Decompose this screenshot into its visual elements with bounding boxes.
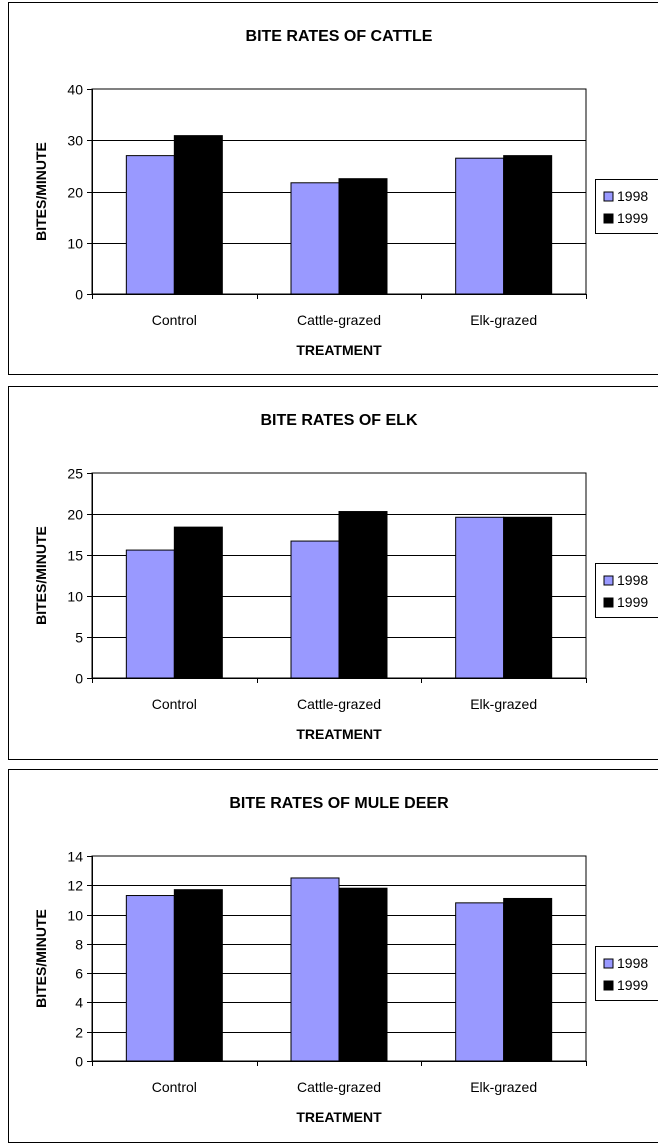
legend-label-1999: 1999 <box>617 594 648 610</box>
chart-title: BITE RATES OF MULE DEER <box>229 795 449 812</box>
legend-label-1998: 1998 <box>617 188 648 204</box>
y-tick-label: 10 <box>67 908 83 924</box>
bar-elk-grazed-1998 <box>456 158 504 294</box>
y-tick-label: 25 <box>67 466 83 482</box>
bar-cattle-grazed-1998 <box>291 541 339 678</box>
y-tick-label: 0 <box>75 287 83 303</box>
y-tick-label: 6 <box>75 966 83 982</box>
y-axis-label: BITES/MINUTE <box>33 526 49 625</box>
y-tick-label: 4 <box>75 995 83 1011</box>
legend-label-1998: 1998 <box>617 955 648 971</box>
legend-swatch-1999 <box>604 981 613 990</box>
y-tick-label: 40 <box>67 82 83 98</box>
y-axis-label: BITES/MINUTE <box>33 142 49 241</box>
legend-label-1999: 1999 <box>617 210 648 226</box>
x-tick-label: Control <box>152 312 197 328</box>
bar-elk-grazed-1999 <box>504 517 552 678</box>
bar-cattle-grazed-1999 <box>339 179 387 294</box>
bar-cattle-grazed-1999 <box>339 888 387 1061</box>
x-tick-label: Elk-grazed <box>470 696 537 712</box>
chart-svg: BITE RATES OF ELK BITES/MINUTE TREATMENT… <box>9 387 658 761</box>
bars <box>126 512 551 678</box>
y-axis-label: BITES/MINUTE <box>33 909 49 1008</box>
legend-label-1999: 1999 <box>617 977 648 993</box>
bar-control-1998 <box>126 550 174 678</box>
bar-elk-grazed-1999 <box>504 156 552 294</box>
y-tick-label: 20 <box>67 185 83 201</box>
x-tick-label: Cattle-grazed <box>297 1079 381 1095</box>
x-tick-label: Elk-grazed <box>470 1079 537 1095</box>
x-tick-label: Cattle-grazed <box>297 312 381 328</box>
bar-elk-grazed-1999 <box>504 898 552 1061</box>
chart-title: BITE RATES OF CATTLE <box>246 28 433 45</box>
y-tick-label: 10 <box>67 236 83 252</box>
y-tick-label: 8 <box>75 937 83 953</box>
x-tick-label: Control <box>152 696 197 712</box>
bar-control-1999 <box>174 527 222 678</box>
x-axis-label: TREATMENT <box>296 342 382 358</box>
chart-panel-elk: BITE RATES OF ELK BITES/MINUTE TREATMENT… <box>8 386 658 760</box>
bar-control-1999 <box>174 136 222 294</box>
y-tick-label: 20 <box>67 507 83 523</box>
legend-swatch-1998 <box>604 192 613 201</box>
x-tick-label: Control <box>152 1079 197 1095</box>
y-tick-label: 15 <box>67 548 83 564</box>
bars <box>126 878 551 1061</box>
y-tick-label: 2 <box>75 1025 83 1041</box>
y-tick-label: 0 <box>75 671 83 687</box>
bar-control-1998 <box>126 156 174 294</box>
chart-svg: BITE RATES OF CATTLE BITES/MINUTE TREATM… <box>9 3 658 377</box>
x-tick-label: Cattle-grazed <box>297 696 381 712</box>
chart-panel-cattle: BITE RATES OF CATTLE BITES/MINUTE TREATM… <box>8 2 658 375</box>
legend-swatch-1999 <box>604 214 613 223</box>
legend-label-1998: 1998 <box>617 572 648 588</box>
bar-elk-grazed-1998 <box>456 517 504 678</box>
bar-control-1999 <box>174 890 222 1061</box>
y-tick-label: 30 <box>67 133 83 149</box>
y-tick-label: 5 <box>75 630 83 646</box>
bar-elk-grazed-1998 <box>456 903 504 1061</box>
y-tick-label: 14 <box>67 849 83 865</box>
y-tick-label: 0 <box>75 1054 83 1070</box>
x-axis-label: TREATMENT <box>296 1109 382 1125</box>
chart-title: BITE RATES OF ELK <box>260 412 417 429</box>
y-tick-label: 10 <box>67 589 83 605</box>
legend-swatch-1998 <box>604 959 613 968</box>
y-tick-label: 12 <box>67 878 83 894</box>
legend-swatch-1998 <box>604 576 613 585</box>
chart-panel-mule-deer: BITE RATES OF MULE DEER BITES/MINUTE TRE… <box>8 769 658 1143</box>
bar-control-1998 <box>126 896 174 1061</box>
x-axis-label: TREATMENT <box>296 726 382 742</box>
bar-cattle-grazed-1999 <box>339 512 387 678</box>
legend-swatch-1999 <box>604 598 613 607</box>
bar-cattle-grazed-1998 <box>291 183 339 294</box>
x-tick-label: Elk-grazed <box>470 312 537 328</box>
bar-cattle-grazed-1998 <box>291 878 339 1061</box>
chart-svg: BITE RATES OF MULE DEER BITES/MINUTE TRE… <box>9 770 658 1144</box>
